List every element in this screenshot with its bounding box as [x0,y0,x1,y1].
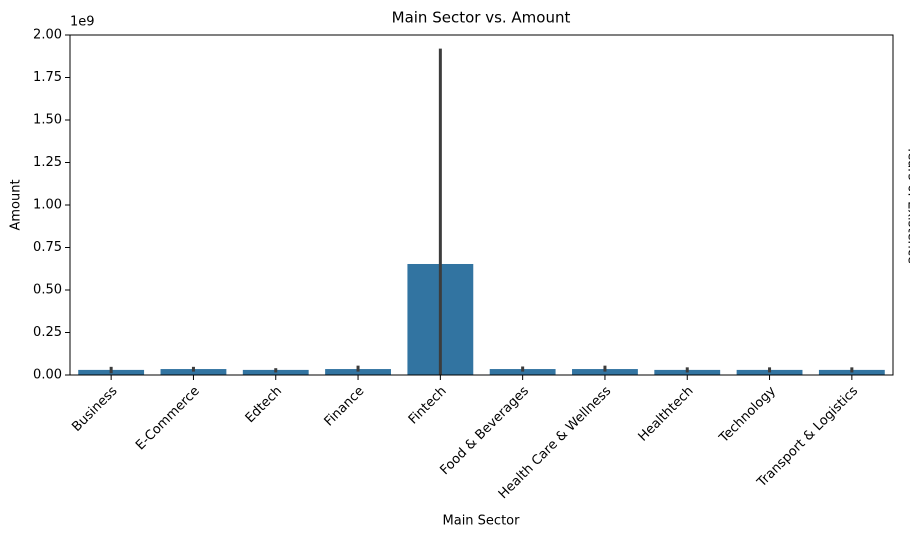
y-tick-label: 2.00 [33,28,62,43]
y-tick-label: 1.50 [33,113,62,128]
plot-frame [69,34,894,376]
y-tick-label: 0.00 [33,368,62,383]
y-tick-label: 0.25 [33,325,62,340]
chart-title: Main Sector vs. Amount [392,9,571,27]
x-tick-label: E-Commerce [133,384,203,454]
x-tick-label: Business [69,384,120,435]
y-tick-label: 0.50 [33,283,62,298]
y-tick-label: 1.75 [33,70,62,85]
y-tick-label: 0.75 [33,240,62,255]
x-axis-label: Main Sector [443,514,521,529]
bar [489,369,556,375]
y-axis-label: Amount [9,179,24,230]
x-tick-label: Finance [322,384,368,430]
x-tick-label: Healthtech [636,384,697,445]
y-tick-label: 1.00 [33,198,62,213]
bar [572,369,638,375]
x-tick-label: Food & Beverages [438,384,533,479]
bar [160,369,227,375]
y-offset-label: 1e9 [70,15,95,30]
x-tick-label: Fintech [406,384,450,428]
bar [325,369,391,375]
x-tick-label: Technology [716,383,779,446]
right-axis-label: Years of Existence [905,145,910,264]
x-tick-label: Edtech [243,384,285,426]
y-tick-label: 1.25 [33,155,62,170]
